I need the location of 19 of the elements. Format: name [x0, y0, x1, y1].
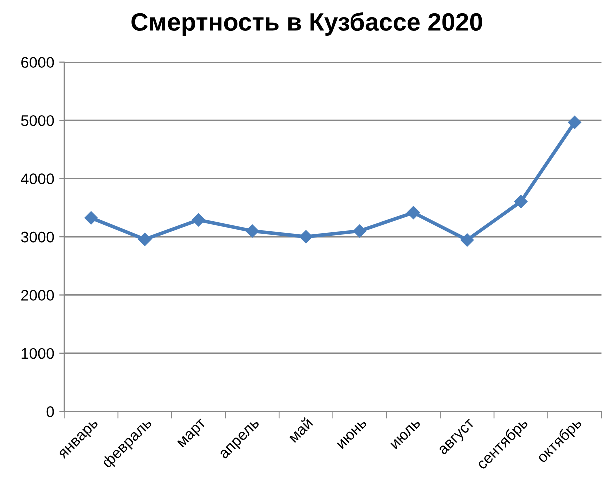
- point: [138, 233, 152, 246]
- point: [300, 230, 313, 244]
- point: [353, 224, 367, 238]
- chart-title: Смертность в Кузбассе 2020: [132, 12, 482, 36]
- y-tick-label: 3000: [21, 232, 54, 243]
- y-tick-label: 2000: [22, 290, 54, 301]
- x-tick-label: май: [287, 417, 314, 444]
- y-tick-label: 4000: [21, 174, 54, 184]
- point: [84, 212, 98, 225]
- y-tick-label: 5000: [21, 115, 54, 126]
- point: [192, 214, 206, 227]
- point: [246, 224, 260, 238]
- point: [460, 234, 474, 247]
- point: [514, 195, 528, 208]
- point: [568, 116, 582, 130]
- y-tick-label: 1000: [22, 348, 54, 360]
- y-tick-label: 6000: [22, 57, 54, 68]
- y-tick-label: 0: [46, 406, 54, 418]
- point: [407, 206, 420, 220]
